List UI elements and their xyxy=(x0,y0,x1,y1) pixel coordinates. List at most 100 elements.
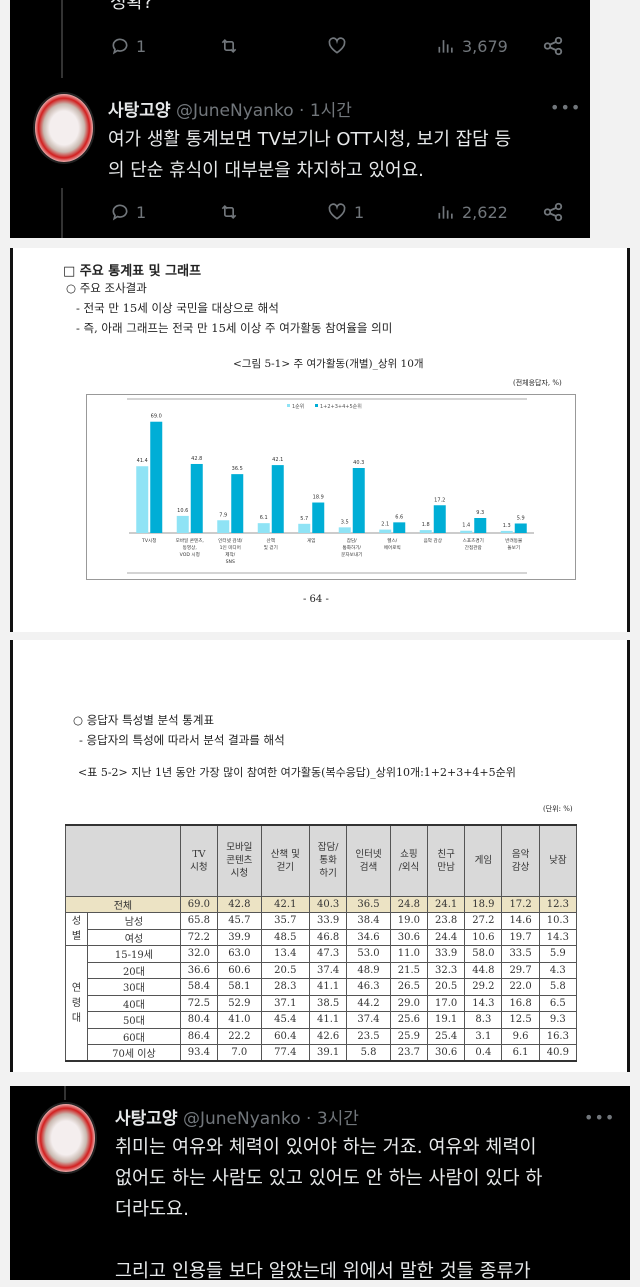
table-cell: 35.7 xyxy=(260,912,311,930)
data-label: 41.4 xyxy=(137,458,148,464)
avatar[interactable] xyxy=(35,1102,97,1174)
table-cell: 30.6 xyxy=(427,1044,466,1062)
retweet-button[interactable] xyxy=(218,202,240,222)
data-label: 1.3 xyxy=(503,523,511,529)
more-options-icon[interactable]: ••• xyxy=(584,1108,616,1127)
bar-rank1 xyxy=(379,529,392,533)
like-button[interactable] xyxy=(326,36,348,56)
table-cell: 37.4 xyxy=(346,1011,391,1029)
table-cell: 28.3 xyxy=(260,978,311,996)
category-label: 에어로빅 xyxy=(384,544,401,551)
bar-rank1 xyxy=(176,515,189,533)
data-label: 18.9 xyxy=(313,495,324,501)
table-cell: 22.0 xyxy=(501,978,540,996)
column-header: 쇼핑 /외식 xyxy=(389,824,429,897)
category-label: 간접관람 xyxy=(465,544,483,551)
table-cell: 20.5 xyxy=(260,961,311,979)
user-handle[interactable]: @JuneNyanko xyxy=(182,1109,301,1129)
table-cell: 5.8 xyxy=(346,1044,391,1062)
column-header: 게임 xyxy=(464,824,503,897)
like-count: 1 xyxy=(354,202,365,222)
category-label: 산책 xyxy=(267,537,275,544)
table-cell: 32.0 xyxy=(179,945,219,963)
column-header: 인터넷 검색 xyxy=(346,824,391,897)
data-label: 40.3 xyxy=(353,460,364,466)
bar-chart: 1순위 1+2+3+4+5순위 41.4 69.0 TV시청 10.6 42.8 모바일 콘텐… xyxy=(127,398,534,574)
table-cell: 34.6 xyxy=(346,928,391,946)
timestamp[interactable]: · 1시간 xyxy=(299,101,352,121)
doc-subheading: ○ 주요 조사결과 xyxy=(66,281,147,295)
table-cell: 25.9 xyxy=(389,1027,429,1045)
table-cell: 69.0 xyxy=(179,895,219,913)
bar-rank1to5 xyxy=(190,463,203,533)
table-cell: 33.5 xyxy=(501,945,540,963)
reply-icon xyxy=(112,38,128,55)
data-label: 42.1 xyxy=(272,457,283,463)
views-button[interactable]: 2,622 xyxy=(436,202,508,222)
table-cell: 9.6 xyxy=(501,1027,540,1045)
table-cell: 7.0 xyxy=(217,1044,262,1062)
row-label: 전체 xyxy=(65,895,181,913)
column-header: 잡담/ 통화 하기 xyxy=(309,824,348,897)
data-label: 36.5 xyxy=(232,466,243,472)
table-cell: 42.6 xyxy=(309,1027,348,1045)
reply-button[interactable]: 1 xyxy=(110,202,146,222)
table-row: 성 별 남성 65.8 45.7 35.7 33.9 38.4 19.0 23.8 27.2 14.… xyxy=(65,912,578,946)
data-label: 1.4 xyxy=(462,523,470,529)
data-label: 5.7 xyxy=(300,516,308,522)
category-label: 제작/ xyxy=(225,551,235,558)
display-name[interactable]: 사탕고양 xyxy=(108,101,171,121)
user-handle[interactable]: @JuneNyanko xyxy=(175,101,294,121)
group-label: 성 별 xyxy=(65,912,88,946)
document-page-chart: □ 주요 통계표 및 그래프 ○ 주요 조사결과 - 전국 만 15세 이상 국… xyxy=(10,248,630,632)
column-header: 모바일 콘텐츠 시청 xyxy=(217,824,262,897)
like-button[interactable]: 1 xyxy=(326,202,364,222)
page-number: - 64 - xyxy=(303,594,329,605)
bar-rank1to5 xyxy=(312,502,325,533)
table-cell: 39.1 xyxy=(309,1044,348,1062)
table-cell: 29.0 xyxy=(389,994,429,1012)
tweet-line: 취미는 여유와 체력이 있어야 하는 거죠. 여유와 체력이 xyxy=(115,1137,537,1158)
share-button[interactable] xyxy=(542,35,564,57)
table-cell: 72.2 xyxy=(179,928,219,946)
legend-label: 1+2+3+4+5순위 xyxy=(320,403,362,410)
more-options-icon[interactable]: ••• xyxy=(550,98,582,117)
table-cell: 23.8 xyxy=(427,912,466,930)
table-cell: 40.3 xyxy=(309,895,348,913)
table-cell: 5.9 xyxy=(538,945,578,963)
table-cell: 3.1 xyxy=(464,1027,503,1045)
row-label: 남성 xyxy=(87,912,181,930)
tweet-line: 더라도요. xyxy=(115,1199,189,1220)
bar-rank1 xyxy=(217,520,230,533)
views-button[interactable]: 3,679 xyxy=(436,36,508,56)
table-cell: 26.5 xyxy=(389,978,429,996)
table-cell: 60.4 xyxy=(260,1027,311,1045)
table-cell: 41.1 xyxy=(309,978,348,996)
row-label: 15-19세 xyxy=(87,945,181,963)
bar-rank1 xyxy=(338,527,351,533)
display-name[interactable]: 사탕고양 xyxy=(115,1109,178,1129)
legend-label: 1순위 xyxy=(292,403,304,410)
table-cell: 37.1 xyxy=(260,994,311,1012)
avatar[interactable] xyxy=(33,92,95,164)
figure-unit: (전체응답자, %) xyxy=(513,379,562,387)
table-cell: 14.3 xyxy=(538,928,578,946)
reply-button[interactable]: 1 xyxy=(110,36,146,56)
table-cell: 14.3 xyxy=(464,994,503,1012)
row-label: 60대 xyxy=(87,1027,181,1045)
timestamp[interactable]: · 3시간 xyxy=(306,1109,359,1129)
retweet-button[interactable] xyxy=(218,36,240,56)
heart-icon xyxy=(328,203,346,220)
table-cell: 18.9 xyxy=(464,895,503,913)
data-label: 17.2 xyxy=(434,497,445,503)
table-cell: 16.3 xyxy=(538,1027,578,1045)
table-cell: 29.7 xyxy=(501,961,540,979)
table-cell: 93.4 xyxy=(179,1044,219,1062)
data-label: 42.8 xyxy=(191,456,202,462)
table-cell: 27.2 xyxy=(464,912,503,930)
category-label: 잡담/ xyxy=(347,537,357,544)
table-cell: 29.2 xyxy=(464,978,503,996)
table-cell: 24.1 xyxy=(427,895,466,913)
share-button[interactable] xyxy=(542,201,564,223)
table-cell: 36.6 xyxy=(179,961,219,979)
